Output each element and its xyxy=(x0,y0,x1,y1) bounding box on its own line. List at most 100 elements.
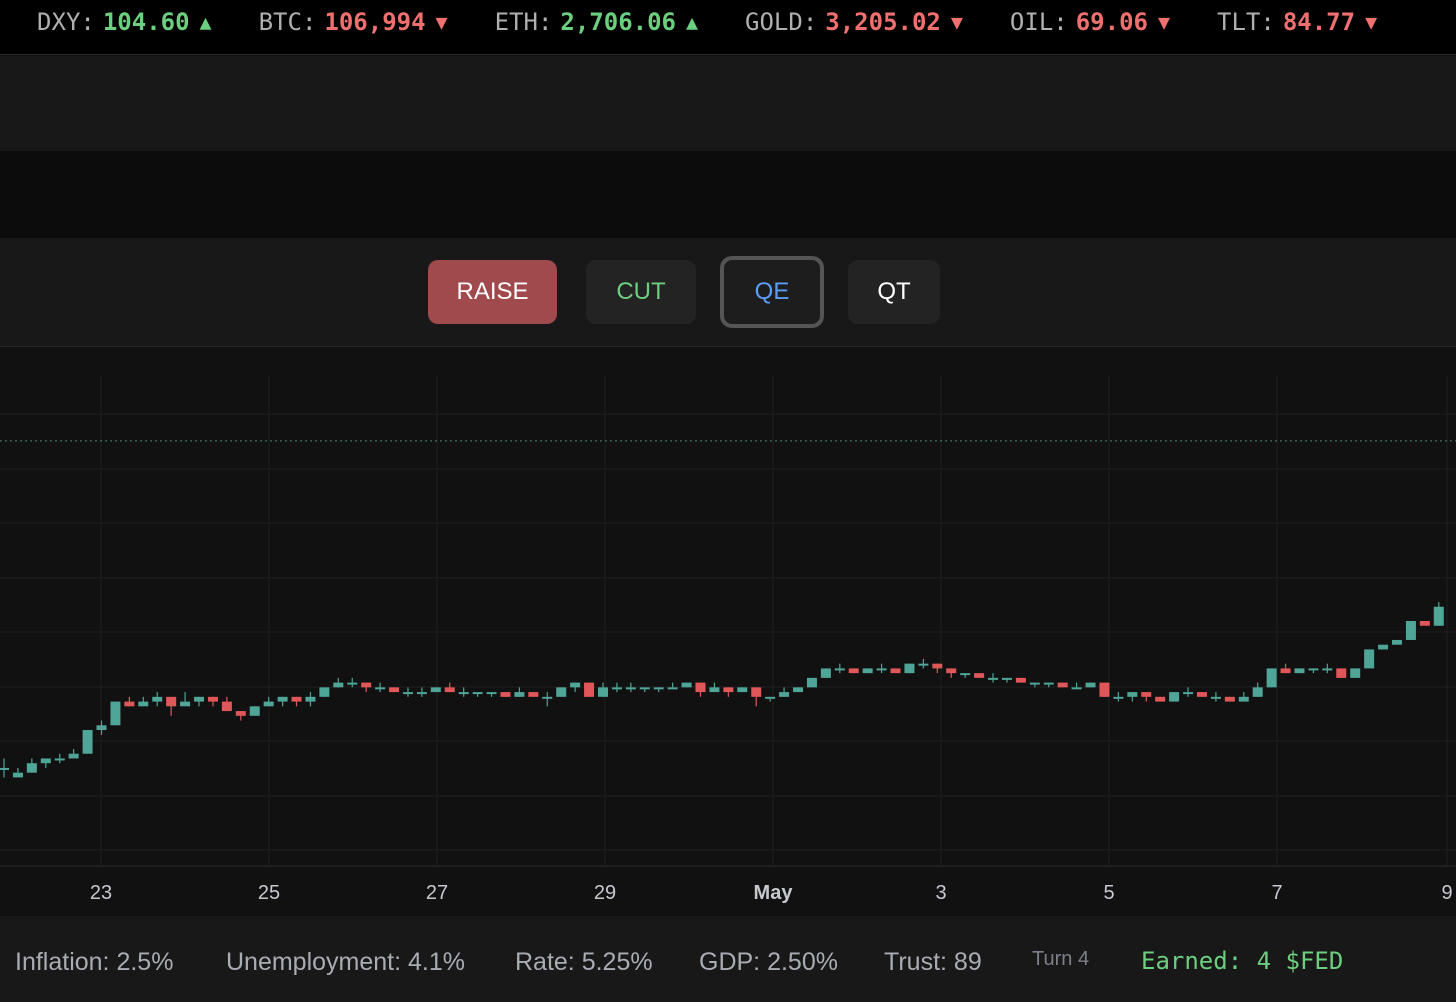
raise-button[interactable]: RAISE xyxy=(428,260,557,324)
candle-up xyxy=(960,673,971,676)
candle-up xyxy=(54,758,65,761)
ticker-symbol: ETH: xyxy=(494,8,553,36)
candle-up xyxy=(1350,668,1361,678)
cut-button[interactable]: CUT xyxy=(586,260,696,324)
candle-up xyxy=(1322,668,1333,671)
x-tick-label: 5 xyxy=(1103,882,1114,904)
price-chart[interactable]: 23 25 27 29 May 3 5 7 9 xyxy=(0,376,1456,916)
candle-up xyxy=(180,701,191,707)
candle-down xyxy=(1099,682,1110,697)
candle-up xyxy=(709,687,720,693)
ticker-value: 84.77 xyxy=(1282,8,1356,36)
candle-up xyxy=(862,668,873,674)
ticker-item-tlt: TLT: 84.77 ▼ xyxy=(1217,8,1377,36)
economy-stats-bar xyxy=(0,916,1456,1002)
candle-up xyxy=(110,701,121,726)
candle-up xyxy=(1364,649,1375,669)
arrow-down-icon: ▼ xyxy=(1157,10,1171,34)
candle-up xyxy=(138,701,149,707)
candle-down xyxy=(1419,621,1430,626)
candle-up xyxy=(194,696,205,702)
candle-down xyxy=(1057,682,1068,688)
candle-down xyxy=(291,696,302,702)
candle-down xyxy=(1336,668,1347,678)
rate-stat: Rate: 5.25% xyxy=(515,948,653,976)
candle-up xyxy=(988,677,999,680)
candle-up xyxy=(1378,644,1389,650)
candle-up xyxy=(667,687,678,690)
candle-up xyxy=(793,687,804,693)
candle-up xyxy=(1238,696,1249,702)
candle-down xyxy=(1155,696,1166,702)
candle-up xyxy=(737,687,748,693)
candle-up xyxy=(1308,668,1319,671)
candle-down xyxy=(584,682,595,697)
candle-down xyxy=(751,687,762,697)
earned-counter: Earned: 4 $FED xyxy=(1141,947,1344,975)
candle-up xyxy=(779,692,790,697)
inflation-stat: Inflation: 2.5% xyxy=(15,948,174,976)
candle-down xyxy=(723,687,734,693)
candle-up xyxy=(375,687,386,690)
candle-up xyxy=(597,687,608,697)
candle-up xyxy=(1029,682,1040,685)
ticker-item-gold: GOLD: 3,205.02 ▼ xyxy=(745,8,963,36)
candle-up xyxy=(68,753,79,759)
candle-down xyxy=(974,673,985,678)
header-panel xyxy=(0,56,1456,151)
ticker-symbol: GOLD: xyxy=(745,8,818,36)
candle-up xyxy=(570,682,581,688)
candle-up xyxy=(639,687,650,690)
ticker-item-oil: OIL: 69.06 ▼ xyxy=(1010,8,1170,36)
x-tick-label: 3 xyxy=(935,882,946,904)
market-ticker: ▼ DXY: 104.60 ▲ BTC: 106,994 ▼ ETH: 2,70… xyxy=(0,0,1456,55)
candle-down xyxy=(1141,692,1152,697)
candle-up xyxy=(820,668,831,678)
candlestick-chart[interactable]: 23 25 27 29 May 3 5 7 9 xyxy=(0,376,1456,916)
x-tick-label: 25 xyxy=(258,882,280,904)
qe-button[interactable]: QE xyxy=(720,256,824,328)
candle-up xyxy=(1183,692,1194,695)
qt-button[interactable]: QT xyxy=(848,260,940,324)
candle-up xyxy=(1113,696,1124,699)
candle-down xyxy=(890,668,901,674)
candle-down xyxy=(528,692,539,697)
candle-up xyxy=(263,701,274,707)
candle-up xyxy=(277,696,288,702)
ticker-value: 3,205.02 xyxy=(825,8,941,36)
ticker-symbol: BTC: xyxy=(258,8,317,36)
candle-up xyxy=(1266,668,1277,688)
candle-down xyxy=(207,696,218,702)
candle-up xyxy=(1294,668,1305,674)
candle-down xyxy=(235,711,246,716)
candle-up xyxy=(333,682,344,688)
candle-down xyxy=(1015,677,1026,683)
candle-up xyxy=(430,687,441,693)
candle-up xyxy=(305,696,316,702)
turn-counter: Turn 4 xyxy=(1032,948,1090,970)
candle-up xyxy=(1210,696,1221,699)
candle-up xyxy=(918,663,929,666)
candle-down xyxy=(848,668,859,674)
gdp-stat: GDP: 2.50% xyxy=(699,948,838,976)
candle-up xyxy=(514,692,525,697)
candle-up xyxy=(611,687,622,690)
candle-up xyxy=(1433,606,1444,626)
candle-up xyxy=(486,692,497,695)
candle-up xyxy=(82,730,93,754)
candle-up xyxy=(1127,692,1138,697)
ticker-value: 2,706.06 xyxy=(560,8,676,36)
candle-up xyxy=(806,677,817,688)
candle-up xyxy=(681,682,692,688)
candle-up xyxy=(0,767,9,770)
x-tick-label: 9 xyxy=(1441,882,1452,904)
candle-up xyxy=(1071,687,1082,690)
candle-up xyxy=(40,758,51,764)
candle-up xyxy=(249,706,260,716)
candle-down xyxy=(500,692,511,697)
candle-down xyxy=(695,682,706,693)
arrow-up-icon: ▲ xyxy=(685,10,699,34)
candle-up xyxy=(1392,639,1402,645)
x-tick-label: 29 xyxy=(594,882,616,904)
ticker-value: 69.06 xyxy=(1075,8,1148,36)
